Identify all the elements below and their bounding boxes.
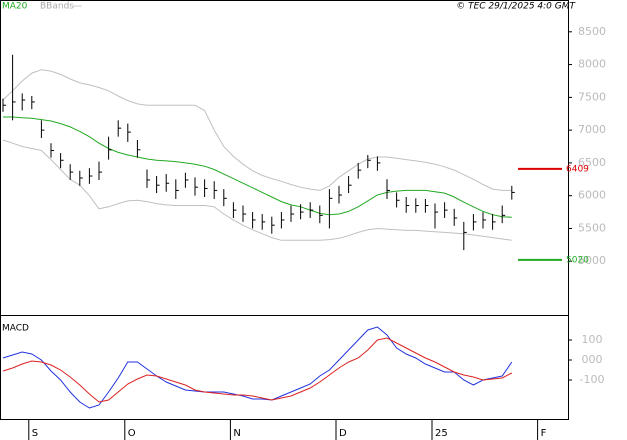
x-tick-label: S — [32, 428, 38, 439]
frame — [0, 0, 569, 420]
x-tick-label: O — [128, 428, 136, 439]
y-tick-label: -100 — [580, 373, 605, 386]
y-tick-label: 8000 — [578, 58, 606, 71]
legend-ma: MA20 — [2, 2, 28, 12]
x-tick-label: N — [233, 428, 240, 439]
x-tick-label: F — [541, 428, 547, 439]
legend-bbands: BBands — [40, 2, 74, 12]
level-label: 5020 — [566, 255, 589, 265]
x-tick-label: 25 — [435, 428, 448, 439]
source: © TEC 29/1/2025 4:0 GMT — [456, 2, 576, 12]
x-tick-label: D — [339, 428, 347, 439]
macd-line — [2, 337, 513, 403]
y-tick-label: 5000 — [578, 254, 606, 267]
level-label: 6409 — [566, 164, 589, 174]
indicator-line — [3, 116, 512, 218]
macd-title: MACD — [2, 324, 29, 334]
y-tick-label: 5500 — [578, 221, 606, 234]
y-tick-label: 100 — [582, 333, 603, 346]
y-tick-label: 7500 — [578, 90, 606, 103]
y-tick-label: 6500 — [578, 156, 606, 169]
indicator-line — [2, 69, 512, 191]
y-tick-label: 8500 — [578, 25, 606, 38]
y-tick-label: 7000 — [578, 123, 606, 136]
y-tick-label: 6000 — [578, 189, 606, 202]
indicator-line — [2, 139, 512, 241]
macd-line — [2, 326, 513, 409]
y-tick-label: 000 — [582, 353, 603, 366]
